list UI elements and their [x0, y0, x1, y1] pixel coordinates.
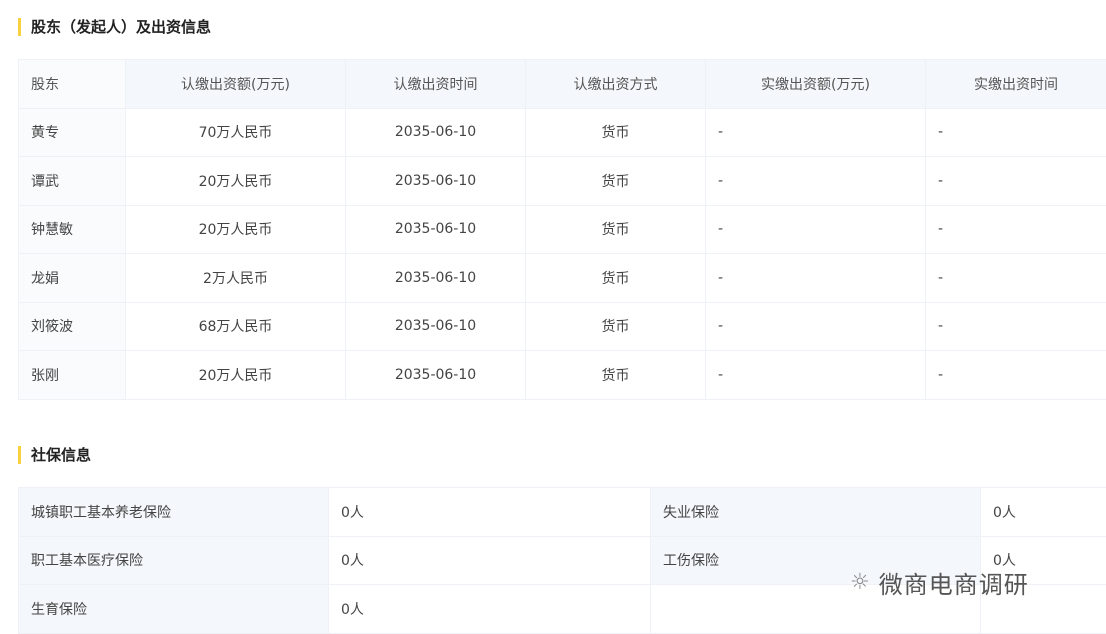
table-cell: 2035-06-10 — [346, 351, 526, 400]
table-cell: - — [706, 254, 926, 303]
shareholder-name[interactable]: 钟慧敏 — [19, 205, 126, 254]
column-header: 认缴出资额(万元) — [126, 60, 346, 109]
watermark: ☼ 微商电商调研 — [850, 565, 1029, 600]
watermark-text: 微商电商调研 — [879, 565, 1029, 600]
insurance-label: 失业保险 — [651, 488, 981, 537]
section-title-social-insurance: 社保信息 — [18, 446, 91, 464]
shareholder-name[interactable]: 谭武 — [19, 157, 126, 206]
table-cell: - — [706, 205, 926, 254]
table-cell: 货币 — [526, 351, 706, 400]
table-cell: 货币 — [526, 157, 706, 206]
insurance-label: 生育保险 — [19, 585, 329, 634]
table-cell: 20万人民币 — [126, 157, 346, 206]
table-cell: - — [926, 157, 1106, 206]
table-cell: 2万人民币 — [126, 254, 346, 303]
shareholder-name[interactable]: 刘筱波 — [19, 302, 126, 351]
insurance-label: 城镇职工基本养老保险 — [19, 488, 329, 537]
table-header-row: 股东认缴出资额(万元)认缴出资时间认缴出资方式实缴出资额(万元)实缴出资时间 — [19, 60, 1106, 109]
insurance-value: 0人 — [329, 488, 651, 537]
table-cell: - — [926, 254, 1106, 303]
table-cell: 货币 — [526, 302, 706, 351]
insurance-value: 0人 — [329, 585, 651, 634]
table-cell: - — [926, 108, 1106, 157]
shareholder-name[interactable]: 张刚 — [19, 351, 126, 400]
insurance-value: 0人 — [981, 488, 1106, 537]
table-cell: 2035-06-10 — [346, 108, 526, 157]
table-cell: 70万人民币 — [126, 108, 346, 157]
table-cell: 2035-06-10 — [346, 254, 526, 303]
section-title-shareholders: 股东（发起人）及出资信息 — [18, 18, 211, 36]
table-cell: - — [706, 108, 926, 157]
column-header: 实缴出资时间 — [926, 60, 1106, 109]
table-cell: - — [926, 351, 1106, 400]
shareholders-table: 股东认缴出资额(万元)认缴出资时间认缴出资方式实缴出资额(万元)实缴出资时间 黄… — [18, 59, 1106, 400]
insurance-value: 0人 — [329, 536, 651, 585]
table-cell: 2035-06-10 — [346, 205, 526, 254]
table-cell: 68万人民币 — [126, 302, 346, 351]
table-cell: 20万人民币 — [126, 351, 346, 400]
table-cell: - — [706, 157, 926, 206]
column-header: 认缴出资时间 — [346, 60, 526, 109]
table-cell: - — [926, 302, 1106, 351]
shareholder-name[interactable]: 黄专 — [19, 108, 126, 157]
table-cell: - — [926, 205, 1106, 254]
column-header: 认缴出资方式 — [526, 60, 706, 109]
table-cell: - — [706, 351, 926, 400]
column-header: 实缴出资额(万元) — [706, 60, 926, 109]
table-cell: 货币 — [526, 254, 706, 303]
shareholder-name[interactable]: 龙娟 — [19, 254, 126, 303]
column-header: 股东 — [19, 60, 126, 109]
insurance-label: 职工基本医疗保险 — [19, 536, 329, 585]
table-cell: 2035-06-10 — [346, 302, 526, 351]
table-cell: 货币 — [526, 205, 706, 254]
table-cell: 2035-06-10 — [346, 157, 526, 206]
wechat-icon: ☼ — [850, 570, 871, 595]
table-cell: - — [706, 302, 926, 351]
table-cell: 20万人民币 — [126, 205, 346, 254]
table-cell: 货币 — [526, 108, 706, 157]
